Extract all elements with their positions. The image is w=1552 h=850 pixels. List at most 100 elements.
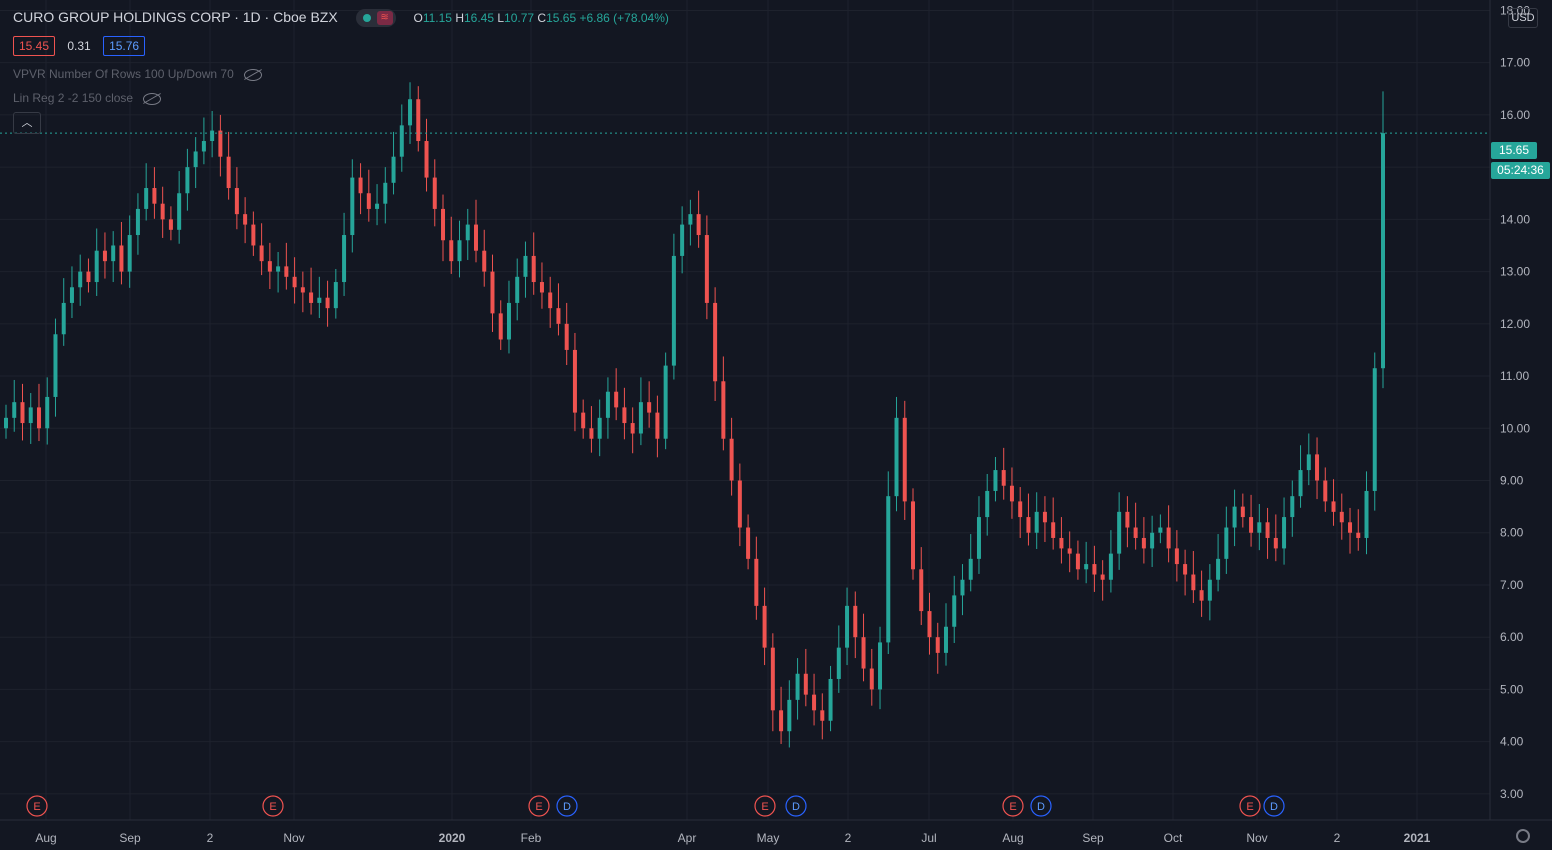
candle — [704, 215, 709, 320]
market-status-toggle[interactable]: ≋ — [355, 9, 396, 28]
earnings-marker[interactable]: E — [26, 795, 48, 817]
candle — [1257, 504, 1262, 551]
candle — [952, 575, 957, 644]
indicator-vpvr-label: VPVR Number Of Rows 100 Up/Down 70 — [13, 67, 234, 81]
candle — [770, 633, 775, 732]
candle — [358, 163, 363, 215]
candle — [333, 268, 338, 319]
candle — [457, 220, 462, 278]
price-tick-label: 12.00 — [1500, 317, 1530, 331]
svg-text:E: E — [761, 801, 768, 813]
candle — [1323, 467, 1328, 512]
low-value: 10.77 — [504, 11, 535, 25]
candle — [1207, 564, 1212, 621]
gear-icon[interactable] — [1516, 829, 1530, 843]
candle — [655, 395, 660, 458]
candle — [218, 114, 223, 177]
candle — [746, 514, 751, 570]
candle — [1009, 467, 1014, 519]
candle — [523, 241, 528, 298]
candle — [572, 332, 577, 432]
candle — [1372, 352, 1377, 511]
candle — [976, 496, 981, 574]
candle — [432, 159, 437, 227]
candle — [210, 110, 215, 158]
currency-button[interactable]: USD — [1508, 8, 1538, 28]
time-tick-label: Sep — [119, 831, 141, 845]
dividend-marker[interactable]: D — [785, 795, 807, 817]
time-tick-label: Jul — [921, 831, 936, 845]
chart-grid — [0, 0, 1490, 820]
candle — [1216, 534, 1221, 592]
price-tick-label: 18.00 — [1500, 3, 1530, 17]
candle — [853, 591, 858, 659]
svg-text:E: E — [33, 801, 40, 813]
candle — [803, 648, 808, 707]
collapse-legend-button[interactable]: ︿ — [13, 112, 41, 134]
candle — [1240, 493, 1245, 528]
candle — [1075, 540, 1080, 580]
candle — [28, 393, 33, 444]
candle — [267, 242, 272, 290]
ohlc-values: O11.15 H16.45 L10.77 C15.65 +6.86 (+78.0… — [413, 11, 669, 25]
time-tick-label: 2020 — [439, 831, 466, 845]
time-axis[interactable]: Aug Sep 2 Nov 2020 Feb Apr May 2 Jul Aug Sep Oct Nov 2… — [0, 819, 1552, 845]
candle — [473, 199, 478, 263]
indicator-linreg[interactable]: Lin Reg 2 -2 150 close — [13, 91, 162, 105]
candle — [309, 267, 314, 315]
earnings-marker[interactable]: E — [754, 795, 776, 817]
candle — [886, 471, 891, 655]
candle — [861, 613, 866, 682]
candle — [1364, 471, 1369, 555]
svg-text:E: E — [1246, 801, 1253, 813]
indicator-vpvr[interactable]: VPVR Number Of Rows 100 Up/Down 70 — [13, 67, 262, 81]
hidden-eye-icon[interactable] — [243, 68, 262, 81]
candle — [1174, 530, 1179, 582]
exchange-label: Cboe BZX — [273, 9, 338, 25]
price-tick-label: 5.00 — [1500, 682, 1524, 696]
interval-label[interactable]: 1D — [242, 9, 261, 25]
earnings-marker[interactable]: E — [1002, 795, 1024, 817]
candle — [375, 184, 380, 226]
candle — [1034, 492, 1039, 549]
price-axis[interactable]: 3.00 4.00 5.00 6.00 7.00 8.00 9.00 10.00 11.00 12… — [1489, 0, 1552, 850]
dividend-marker[interactable]: D — [1030, 795, 1052, 817]
time-tick-label: Feb — [521, 831, 542, 845]
candle — [878, 626, 883, 710]
candle — [1166, 505, 1171, 563]
candle — [680, 206, 685, 274]
earnings-marker[interactable]: E — [528, 795, 550, 817]
candle — [902, 400, 907, 520]
dividend-marker[interactable]: D — [556, 795, 578, 817]
candle — [12, 379, 17, 432]
candle — [1315, 437, 1320, 500]
time-tick-label: Sep — [1082, 831, 1104, 845]
earnings-marker[interactable]: E — [1239, 795, 1261, 817]
candle — [1092, 545, 1097, 592]
candle — [556, 283, 561, 336]
hidden-eye-icon[interactable] — [143, 92, 162, 105]
symbol-name[interactable]: CURO GROUP HOLDINGS CORP — [13, 9, 231, 25]
candle — [1158, 514, 1163, 544]
earnings-marker[interactable]: E — [262, 795, 284, 817]
candle — [1125, 496, 1130, 548]
candle — [1306, 433, 1311, 486]
ask-button[interactable]: 15.76 — [103, 36, 146, 56]
candle — [1191, 551, 1196, 603]
candle — [465, 208, 470, 260]
price-tick-label: 17.00 — [1500, 56, 1530, 70]
candle — [1042, 496, 1047, 543]
candle — [894, 396, 899, 512]
candle — [424, 118, 429, 192]
open-value: 11.15 — [422, 11, 452, 25]
bid-button[interactable]: 15.45 — [13, 36, 56, 56]
dividend-marker[interactable]: D — [1263, 795, 1285, 817]
candle — [342, 212, 347, 296]
candle — [350, 159, 355, 253]
candle — [119, 221, 124, 285]
candle — [564, 302, 569, 366]
candle — [515, 258, 520, 321]
candle — [630, 407, 635, 454]
candle — [69, 266, 74, 319]
